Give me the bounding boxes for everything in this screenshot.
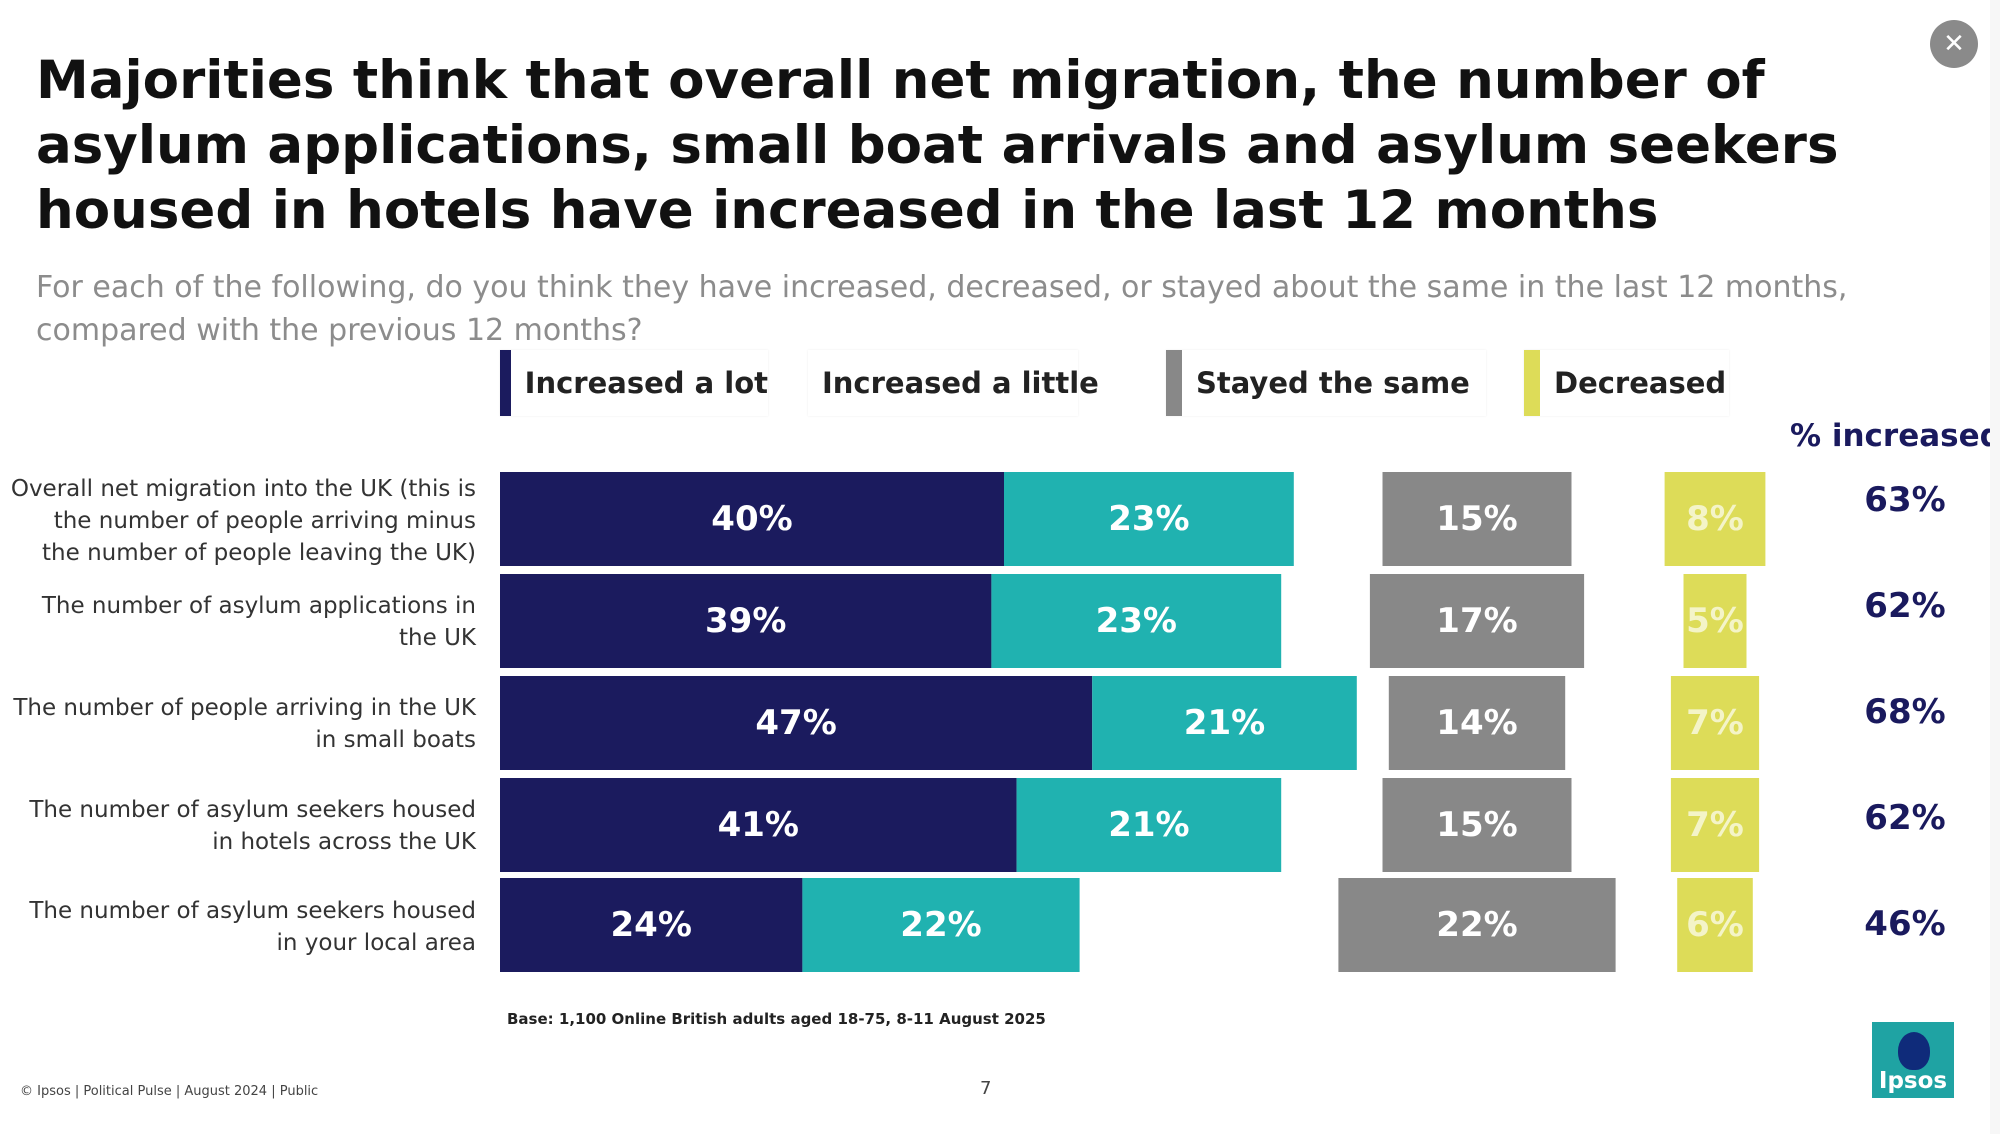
bar-increased-a-little <box>1092 676 1357 770</box>
bar-stayed-the-same <box>1382 778 1572 872</box>
bar-label-increased-a-lot: 47% <box>755 703 836 743</box>
bar-decreased <box>1677 878 1753 972</box>
bar-increased-a-little <box>802 878 1080 972</box>
row-label: The number of asylum applications in the… <box>41 593 476 651</box>
bar-label-increased-a-little: 21% <box>1184 703 1265 743</box>
row-label: The number of asylum seekers housed in h… <box>29 797 476 855</box>
bar-increased-a-lot <box>500 472 1004 566</box>
page-number: 7 <box>980 1078 992 1099</box>
bar-increased-a-little <box>991 574 1282 668</box>
legend-item-increased-a-lot: Increased a lot <box>500 350 768 416</box>
legend-label: Stayed the same <box>1196 366 1470 400</box>
row-label: Overall net migration into the UK (this … <box>10 476 476 566</box>
ipsos-logo: Ipsos <box>1872 1022 1954 1098</box>
row-label: The number of people arriving in the UK … <box>13 695 476 753</box>
bar-increased-a-lot <box>500 778 1017 872</box>
base-note: Base: 1,100 Online British adults aged 1… <box>507 1010 1046 1028</box>
bar-label-increased-a-lot: 24% <box>611 905 692 945</box>
close-icon[interactable]: ✕ <box>1930 20 1978 68</box>
bar-label-stayed-the-same: 14% <box>1436 703 1517 743</box>
logo-head-icon <box>1898 1032 1930 1070</box>
bar-label-decreased: 6% <box>1686 905 1744 945</box>
bar-label-increased-a-lot: 39% <box>705 601 786 641</box>
viewer-edge <box>1990 0 2000 1134</box>
row-pct-increased: 62% <box>1864 586 1946 626</box>
legend-swatch-stayed-the-same <box>1166 350 1182 416</box>
bar-decreased <box>1664 472 1766 566</box>
bar-label-stayed-the-same: 22% <box>1436 905 1517 945</box>
row-pct-increased: 46% <box>1864 904 1946 944</box>
chart-subtitle: For each of the following, do you think … <box>36 270 1848 348</box>
bar-label-decreased: 7% <box>1686 703 1744 743</box>
chart-title: Majorities think that overall net migrat… <box>36 50 1839 241</box>
legend-item-decreased: Decreased <box>1524 350 1729 416</box>
legend-label: Decreased <box>1554 366 1727 400</box>
bar-increased-a-lot <box>500 676 1093 770</box>
bar-label-decreased: 7% <box>1686 805 1744 845</box>
bar-label-increased-a-lot: 41% <box>718 805 799 845</box>
bar-increased-a-little <box>1004 472 1294 566</box>
bar-increased-a-lot <box>500 574 992 668</box>
bar-stayed-the-same <box>1388 676 1566 770</box>
bar-increased-a-little <box>1016 778 1282 872</box>
row-pct-increased: 62% <box>1864 798 1946 838</box>
bar-decreased <box>1683 574 1747 668</box>
bar-stayed-the-same <box>1338 878 1616 972</box>
footer-text: © Ipsos | Political Pulse | August 2024 … <box>20 1084 319 1099</box>
legend-item-stayed-the-same: Stayed the same <box>1166 350 1486 416</box>
bar-label-increased-a-little: 22% <box>900 905 981 945</box>
logo-text: Ipsos <box>1878 1068 1948 1094</box>
row-pct-increased: 68% <box>1864 692 1946 732</box>
bar-stayed-the-same <box>1382 472 1572 566</box>
bar-increased-a-lot <box>500 878 803 972</box>
bar-label-decreased: 8% <box>1686 499 1744 539</box>
legend-item-increased-a-little: Increased a little <box>808 350 1099 416</box>
bar-label-stayed-the-same: 15% <box>1436 499 1517 539</box>
row-label: The number of asylum seekers housed in y… <box>29 898 476 956</box>
legend-swatch-decreased <box>1524 350 1540 416</box>
bar-label-increased-a-little: 23% <box>1108 499 1189 539</box>
legend-label: Increased a little <box>822 366 1099 400</box>
bar-label-stayed-the-same: 15% <box>1436 805 1517 845</box>
bar-label-decreased: 5% <box>1686 601 1744 641</box>
legend-swatch-increased-a-lot <box>500 350 511 416</box>
bar-label-increased-a-little: 23% <box>1096 601 1177 641</box>
legend-label: Increased a lot <box>524 366 768 400</box>
bar-label-stayed-the-same: 17% <box>1436 601 1517 641</box>
bar-stayed-the-same <box>1369 574 1585 668</box>
bar-decreased <box>1670 778 1760 872</box>
pct-increased-heading: % increased <box>1790 418 2000 454</box>
row-pct-increased: 63% <box>1864 480 1946 520</box>
bar-label-increased-a-little: 21% <box>1108 805 1189 845</box>
bar-decreased <box>1670 676 1760 770</box>
bar-label-increased-a-lot: 40% <box>711 499 792 539</box>
